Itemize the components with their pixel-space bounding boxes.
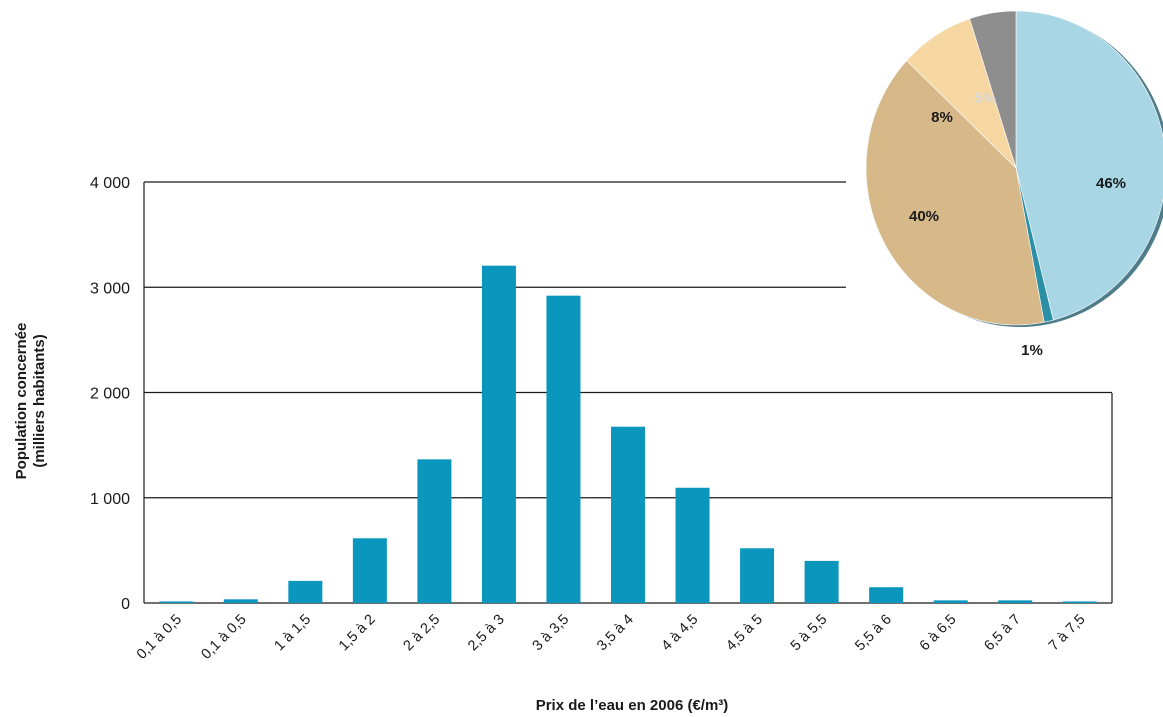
- bar: [481, 265, 516, 603]
- bar: [675, 487, 710, 603]
- pie-chart: 46% 1% 40% 8% 5%: [865, 10, 1163, 359]
- x-tick-label: 4 à 4,5: [659, 612, 702, 655]
- y-axis-title-line1: Population concernée: [13, 323, 30, 480]
- bar-series: [159, 265, 1097, 603]
- x-tick-label: 3 à 3,5: [530, 612, 573, 655]
- y-tick-label: 0: [121, 596, 130, 613]
- bar: [417, 459, 452, 603]
- bar: [804, 560, 839, 603]
- y-tick-label: 3 000: [90, 280, 130, 297]
- bar: [611, 426, 645, 603]
- y-tick-label: 4 000: [90, 175, 130, 192]
- pie-slice: [1015, 10, 1163, 321]
- pie-slice-label: 40%: [909, 208, 939, 225]
- x-tick-label: 0,1 à 0,5: [198, 612, 249, 663]
- bar: [1062, 601, 1097, 603]
- x-tick-label: 4,5 à 5: [723, 612, 766, 655]
- x-axis-title: Prix de l’eau en 2006 (€/m³): [536, 697, 729, 714]
- bar: [869, 587, 904, 603]
- x-tick-label: 3,5 à 4: [594, 612, 637, 655]
- x-tick-label: 5,5 à 6: [852, 612, 895, 655]
- y-tick-label: 1 000: [90, 491, 130, 508]
- pie-slice-label: 8%: [931, 109, 953, 126]
- bar: [933, 600, 968, 603]
- pie-slice: [969, 10, 1017, 169]
- bar: [288, 580, 323, 603]
- y-tick-label: 2 000: [90, 386, 130, 403]
- x-tick-label: 1 à 1,5: [271, 612, 314, 655]
- x-tick-label: 2 à 2,5: [401, 612, 444, 655]
- y-axis-title-line2: (milliers habitants): [31, 334, 48, 467]
- bar: [546, 295, 581, 603]
- bar: [223, 599, 258, 603]
- pie-slice: [865, 60, 1045, 326]
- x-tick-label: 6 à 6,5: [917, 612, 960, 655]
- bar: [159, 601, 194, 603]
- pie-slice-label: 1%: [1021, 342, 1043, 359]
- x-tick-label: 6,5 à 7: [981, 612, 1024, 655]
- x-tick-labels: 0,1 à 0,5 0,1 à 0,5 1 à 1,5 1,5 à 2 2 à 2,5 2…: [134, 612, 1089, 663]
- pie-slice-label: 5%: [974, 90, 996, 107]
- y-axis-title: Population concernée (milliers habitants…: [13, 323, 48, 480]
- bar: [998, 600, 1033, 603]
- x-tick-label: 7 à 7,5: [1046, 612, 1089, 655]
- x-tick-label: 5 à 5,5: [788, 612, 831, 655]
- pie-slice-label: 46%: [1096, 175, 1126, 192]
- y-tick-labels: 0 1 000 2 000 3 000 4 000: [90, 175, 130, 613]
- x-tick-label: 2,5 à 3: [465, 612, 508, 655]
- x-tick-label: 0,1 à 0,5: [134, 612, 185, 663]
- bar: [740, 548, 775, 603]
- bar: [352, 538, 387, 603]
- x-tick-label: 1,5 à 2: [336, 612, 379, 655]
